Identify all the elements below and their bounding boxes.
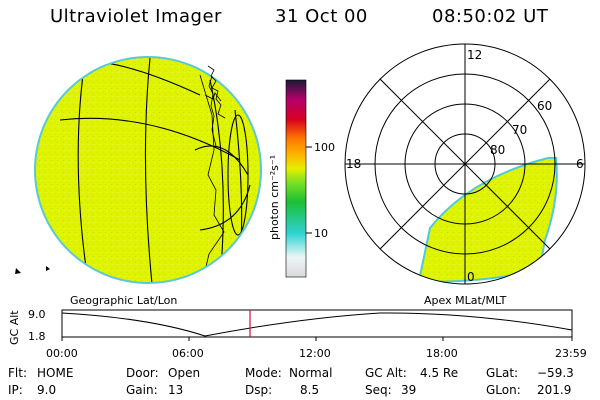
pointer-marker [46,266,50,271]
auroral-oval [419,157,558,284]
mode-value: Normal [289,366,333,380]
mlt-label-06: 6 [576,157,584,171]
sun-direction-marker [15,268,21,274]
colorbar-unit: photon cm⁻²s⁻¹ [268,155,281,240]
geographic-image [15,56,262,284]
mlt-label-18: 18 [346,157,361,171]
time-tick-1800: 18:00 [426,347,458,360]
time-tick-0000: 00:00 [46,347,78,360]
geographic-label: Geographic Lat/Lon [70,294,177,307]
glat-value: −59.3 [537,366,574,380]
altitude-curve [61,312,573,337]
polar-grid [344,43,586,285]
altitude-axis-label: GC Alt [8,310,21,345]
flt-value: HOME [37,366,74,380]
glon-label: GLon: [486,383,521,397]
gain-label: Gain: [126,383,158,397]
altitude-y-tick-low: 1.8 [28,330,46,343]
door-label: Door: [126,366,159,380]
colorbar: 100 10 photon cm⁻²s⁻¹ [268,79,335,278]
mlt-label-12: 12 [467,48,482,62]
coastline [204,65,226,147]
ip-label: IP: [8,383,23,397]
ip-value: 9.0 [37,383,57,397]
glon-value: 201.9 [537,383,572,397]
apex-label: Apex MLat/MLT [424,294,507,307]
time-tick-2359: 23:59 [555,347,587,360]
dsp-label: Dsp: [245,383,273,397]
seq-value: 39 [401,383,417,397]
polar-plot: 12 18 6 0 60 70 80 [344,43,586,285]
altitude-y-tick-high: 9.0 [28,308,46,321]
altitude-frame [61,309,573,338]
mlt-label-00: 0 [467,270,475,284]
mlat-label-60: 60 [537,99,552,113]
instrument-title: Ultraviolet Imager [50,6,222,27]
mlat-label-80: 80 [490,143,505,157]
colorbar-label-10: 10 [314,227,328,240]
colorbar-gradient [285,79,307,278]
flt-label: Flt: [8,366,27,380]
altitude-plot: 9.0 1.8 GC Alt 00:00 06:00 12:00 18:00 2… [8,308,587,360]
altitude-x-ticks [61,337,573,341]
emission-disk [36,58,260,282]
seq-label: Seq: [365,383,392,397]
gc-alt-value: 4.5 Re [420,366,459,380]
colorbar-label-100: 100 [314,141,335,154]
glat-label: GLat: [486,366,519,380]
time-tick-1200: 12:00 [299,347,331,360]
dsp-value: 8.5 [300,383,320,397]
mode-label: Mode: [245,366,282,380]
mlat-label-70: 70 [512,123,527,137]
time-label: 08:50:02 UT [432,6,549,27]
gain-value: 13 [168,383,184,397]
time-tick-0600: 06:00 [172,347,204,360]
door-value: Open [168,366,201,380]
lat-lon-grid [59,58,251,282]
gc-alt-label: GC Alt: [365,366,407,380]
date-label: 31 Oct 00 [275,6,368,27]
